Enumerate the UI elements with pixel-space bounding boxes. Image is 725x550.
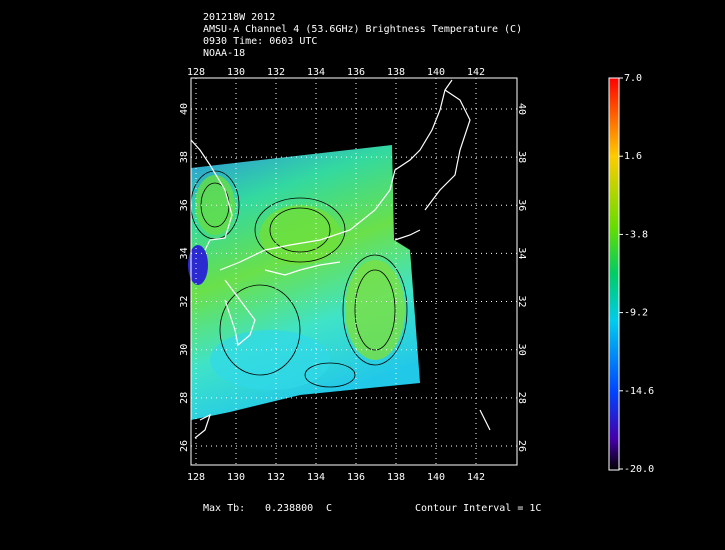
lat-label: 28 [179, 392, 190, 404]
lat-label: 26 [516, 440, 527, 452]
header-line: 201218W 2012 [203, 12, 275, 23]
lon-label: 132 [267, 67, 285, 78]
lon-label: 138 [387, 472, 405, 483]
header-line: 0930 Time: 0603 UTC [203, 36, 317, 47]
max-label: Max Tb: [203, 503, 245, 514]
lat-label: 40 [516, 103, 527, 115]
colorbar-label: -3.8 [624, 229, 648, 240]
coastline [190, 79, 491, 439]
lon-label: 142 [467, 472, 485, 483]
lon-label: 136 [347, 472, 365, 483]
cool-area [210, 330, 330, 390]
lon-label: 138 [387, 67, 405, 78]
lon-label: 134 [307, 67, 325, 78]
lat-label: 38 [516, 151, 527, 163]
map [188, 79, 491, 439]
lat-label: 40 [179, 103, 190, 115]
lat-label: 26 [179, 440, 190, 452]
map-frame [190, 77, 518, 466]
lat-label: 36 [516, 199, 527, 211]
header-line: AMSU-A Channel 4 (53.6GHz) Brightness Te… [203, 24, 522, 35]
lon-label: 140 [427, 67, 445, 78]
lat-label: 30 [179, 344, 190, 356]
contour-interval: Contour Interval = 1C [415, 503, 541, 514]
lat-label: 34 [516, 247, 527, 259]
cold-area [188, 245, 208, 285]
lat-label: 28 [516, 392, 527, 404]
lat-label: 32 [179, 296, 190, 308]
colorbar-label: -9.2 [624, 308, 648, 319]
colorbar [608, 77, 620, 471]
lon-label: 142 [467, 67, 485, 78]
lon-label: 128 [187, 67, 205, 78]
lon-label: 130 [227, 67, 245, 78]
colorbar-label: 7.0 [624, 73, 642, 84]
header-line: NOAA-18 [203, 48, 245, 59]
lon-label: 128 [187, 472, 205, 483]
colorbar-label: 1.6 [624, 151, 642, 162]
lon-label: 130 [227, 472, 245, 483]
warm-area [345, 260, 405, 360]
lat-label: 34 [179, 247, 190, 259]
colorbar-label: -14.6 [624, 386, 654, 397]
max-value: 0.238800 [265, 503, 313, 514]
lat-label: 32 [516, 296, 527, 308]
lon-label: 132 [267, 472, 285, 483]
lat-label: 30 [516, 344, 527, 356]
lon-label: 136 [347, 67, 365, 78]
colorbar-label: -20.0 [624, 464, 654, 475]
lat-label: 38 [179, 151, 190, 163]
max-unit: C [326, 503, 332, 514]
lon-label: 140 [427, 472, 445, 483]
lat-label: 36 [179, 199, 190, 211]
warm-area [260, 205, 340, 265]
lon-label: 134 [307, 472, 325, 483]
